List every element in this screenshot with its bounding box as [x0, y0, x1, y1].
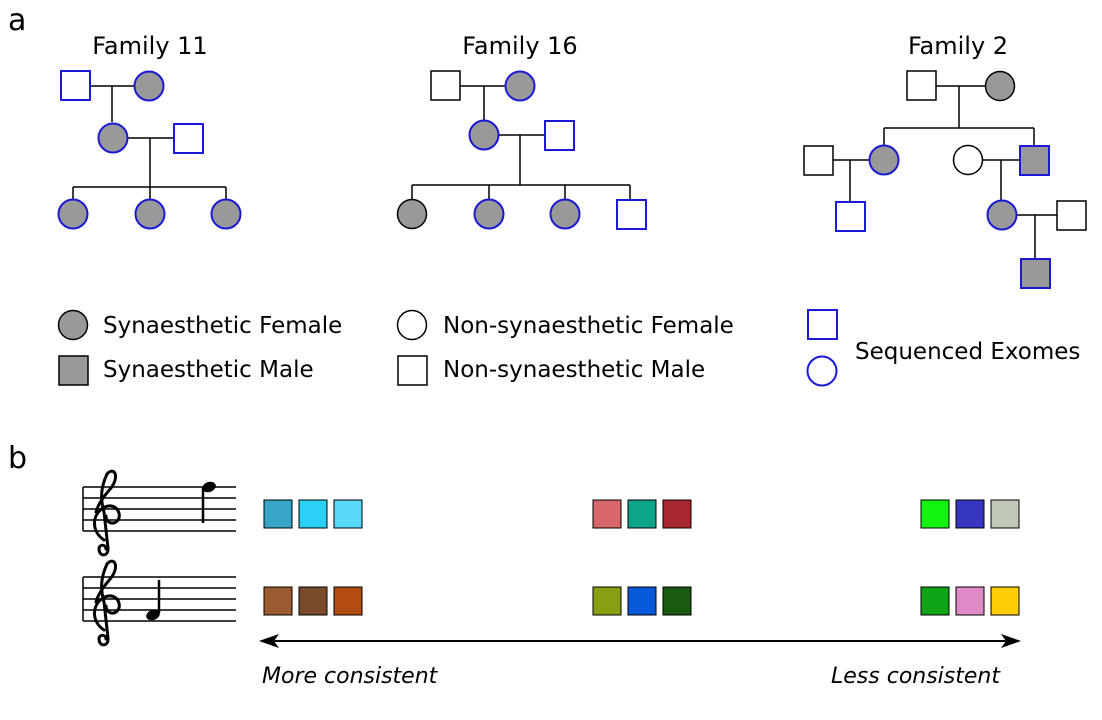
legend-non-synaesthetic-male-label: Non-synaesthetic Male	[443, 357, 705, 383]
family-title: Family 11	[92, 32, 207, 60]
synaesthetic-female-symbol	[396, 198, 428, 230]
color-swatch	[333, 586, 363, 616]
synaesthetic-female-symbol	[57, 198, 89, 230]
color-swatch	[298, 586, 328, 616]
non-synaesthetic-male-symbol	[1056, 200, 1087, 231]
pedigree-family-11: Family 11	[57, 32, 242, 230]
legend-synaesthetic-female-icon	[57, 309, 89, 341]
color-swatch	[955, 586, 985, 616]
legend-synaesthetic-male-icon	[58, 355, 89, 386]
legend-synaesthetic-male-label: Synaesthetic Male	[103, 357, 314, 383]
music-note-icon	[201, 481, 216, 523]
color-swatch	[627, 499, 657, 529]
legend-non-synaesthetic-female-icon	[396, 309, 428, 341]
synaesthetic-female-symbol	[210, 198, 242, 230]
pedigree-family-2: Family 2	[803, 32, 1087, 289]
axis-label-less-consistent: Less consistent	[831, 664, 1001, 689]
color-swatch	[333, 499, 363, 529]
color-swatch-grid	[263, 499, 1020, 616]
legend-synaesthetic-female-label: Synaesthetic Female	[103, 313, 342, 339]
staff-high-note	[82, 469, 236, 557]
synaesthetic-female-symbol	[134, 198, 166, 230]
legend-sequenced-exomes-label: Sequenced Exomes	[855, 339, 1080, 365]
non-synaesthetic-male-symbol	[430, 70, 461, 101]
panel-a-label: a	[8, 3, 26, 38]
color-swatch	[920, 499, 950, 529]
pedigree-legend: Synaesthetic Female Synaesthetic Male No…	[57, 309, 1080, 387]
synaesthetic-female-symbol	[868, 144, 900, 176]
consistency-axis: More consistent Less consistent	[259, 634, 1021, 689]
panel-b-label: b	[8, 441, 27, 476]
color-swatch	[592, 499, 622, 529]
treble-clef-icon	[93, 559, 121, 647]
family-title: Family 16	[462, 32, 577, 60]
pedigree-lines	[72, 85, 227, 199]
color-swatch	[662, 499, 692, 529]
legend-sequenced-square-icon	[807, 309, 838, 340]
family-title: Family 2	[908, 32, 1008, 60]
pedigree-lines	[833, 85, 1057, 258]
sequenced-male-symbol	[616, 199, 647, 230]
legend-non-synaesthetic-male-icon	[397, 355, 428, 386]
synaesthetic-female-symbol	[984, 70, 1016, 102]
arrow-right-icon	[1001, 634, 1021, 648]
synaesthetic-female-symbol	[468, 119, 500, 151]
synaesthetic-female-symbol	[97, 122, 129, 154]
color-swatch	[990, 499, 1020, 529]
synaesthetic-female-symbol	[473, 198, 505, 230]
sequenced-male-symbol	[173, 123, 204, 154]
treble-clef-icon	[93, 469, 121, 557]
synaesthetic-female-symbol	[986, 199, 1018, 231]
synaesthetic-male-symbol	[1020, 258, 1051, 289]
axis-label-more-consistent: More consistent	[262, 664, 439, 689]
non-synaesthetic-female-symbol	[952, 144, 984, 176]
color-swatch	[263, 499, 293, 529]
color-swatch	[263, 586, 293, 616]
legend-sequenced-circle-icon	[806, 355, 838, 387]
synaesthetic-female-symbol	[549, 198, 581, 230]
arrow-left-icon	[259, 634, 279, 648]
music-note-icon	[146, 580, 161, 621]
legend-non-synaesthetic-female-label: Non-synaesthetic Female	[443, 313, 734, 339]
pedigree-family-16: Family 16	[396, 32, 647, 230]
sequenced-male-symbol	[60, 70, 91, 101]
sequenced-male-symbol	[835, 201, 866, 232]
synaesthetic-male-symbol	[1019, 145, 1050, 176]
non-synaesthetic-male-symbol	[803, 145, 834, 176]
sequenced-male-symbol	[544, 120, 575, 151]
synaesthetic-female-symbol	[133, 70, 165, 102]
staff-low-note	[82, 559, 236, 647]
synaesthetic-female-symbol	[504, 70, 536, 102]
color-swatch	[592, 586, 622, 616]
color-swatch	[298, 499, 328, 529]
non-synaesthetic-male-symbol	[906, 70, 937, 101]
color-swatch	[990, 586, 1020, 616]
color-swatch	[955, 499, 985, 529]
pedigree-lines	[411, 85, 631, 200]
color-swatch	[920, 586, 950, 616]
color-swatch	[627, 586, 657, 616]
color-swatch	[662, 586, 692, 616]
